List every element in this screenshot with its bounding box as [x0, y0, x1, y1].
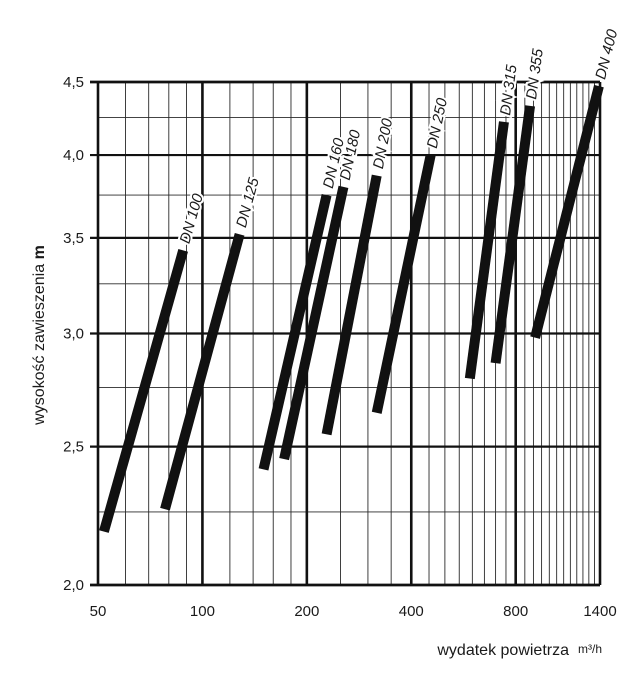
series-line-dn-125: [160, 233, 245, 511]
x-tick-label: 1400: [583, 603, 616, 620]
series-line-dn-315: [464, 121, 509, 380]
x-tick-label: 800: [503, 603, 528, 620]
y-tick-label: 2,5: [63, 439, 84, 456]
series-line-dn-180: [279, 185, 349, 461]
series-line-dn-160: [258, 193, 332, 471]
tick-labels: 50 100 200 400 800 1400 2,0 2,5 3,0 3,5 4,0 4,5: [63, 74, 617, 620]
series-label-dn-400: DN 400: [592, 27, 621, 81]
y-tick-label: 4,5: [63, 74, 84, 91]
series-label-dn-315: DN 315: [497, 63, 521, 116]
series-lines: [99, 84, 604, 533]
series-line-dn-250: [371, 154, 436, 414]
x-axis-unit: m³/h: [578, 642, 602, 656]
x-tick-label: 400: [399, 603, 424, 620]
x-axis-label: wydatek powietrza: [436, 642, 569, 659]
x-tick-label: 100: [190, 603, 215, 620]
y-tick-label: 3,0: [63, 326, 84, 343]
x-tick-label: 50: [90, 603, 107, 620]
series-label-dn-250: DN 250: [424, 96, 451, 150]
y-axis-label: wysokość zawieszenia m: [31, 245, 48, 426]
y-tick-label: 2,0: [63, 577, 84, 594]
series-line-dn-400: [530, 84, 604, 339]
series-line-dn-355: [490, 105, 536, 364]
y-tick-label: 3,5: [63, 230, 84, 247]
series-label-dn-125: DN 125: [233, 175, 263, 229]
y-tick-label: 4,0: [63, 147, 84, 164]
x-tick-label: 200: [294, 603, 319, 620]
series-line-dn-200: [321, 174, 382, 436]
series-line-dn-100: [99, 249, 188, 533]
series-label-dn-355: DN 355: [523, 47, 547, 100]
y-axis-unit: m: [31, 245, 48, 259]
series-label-dn-200: DN 200: [370, 117, 396, 171]
